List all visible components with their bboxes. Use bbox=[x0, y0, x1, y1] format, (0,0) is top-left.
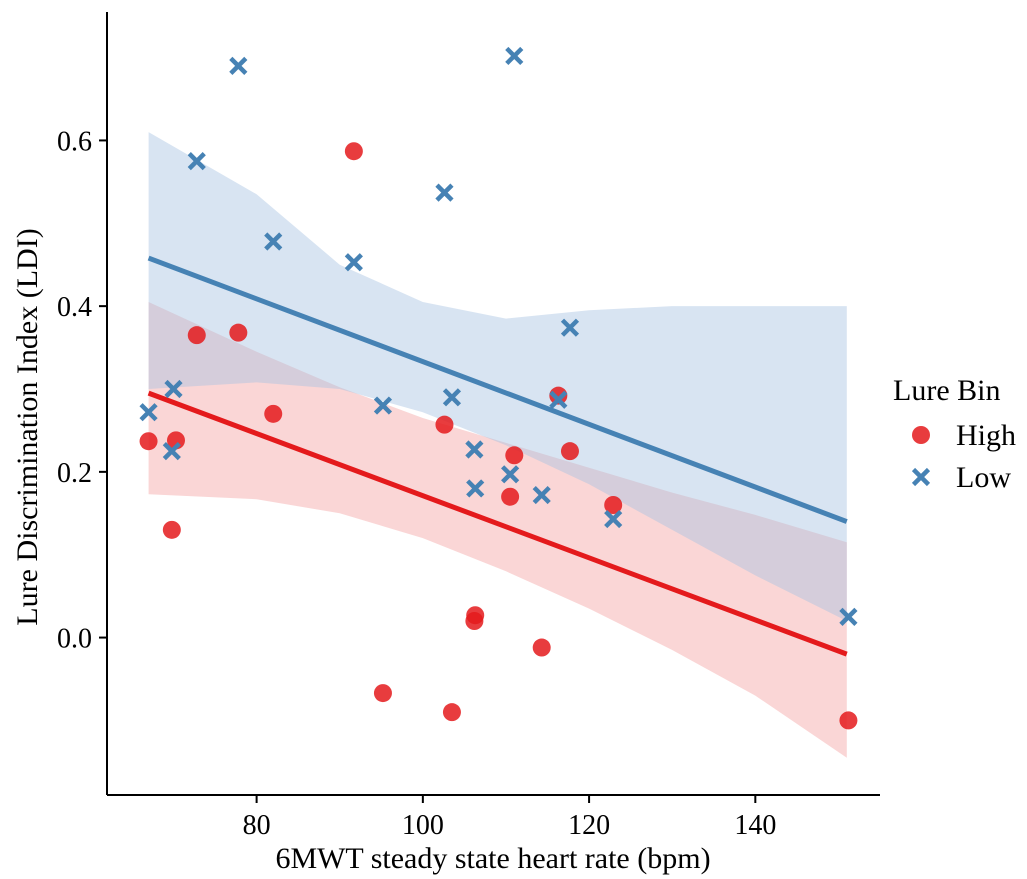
y-tick-label: 0.2 bbox=[57, 458, 92, 489]
data-point-high bbox=[435, 415, 454, 434]
legend-label-high: High bbox=[956, 419, 1016, 452]
data-point-high bbox=[501, 487, 520, 506]
data-point-high bbox=[229, 323, 248, 342]
x-tick-label: 80 bbox=[243, 810, 271, 841]
legend-marker-high bbox=[912, 426, 930, 444]
y-tick-label: 0.4 bbox=[57, 292, 92, 323]
data-point-high bbox=[162, 520, 181, 539]
data-point-high bbox=[139, 432, 158, 451]
y-tick-label: 0.6 bbox=[57, 126, 92, 157]
x-axis-ticks: 80 100 120 140 bbox=[243, 795, 776, 841]
data-point-low bbox=[164, 379, 183, 399]
legend-marker-low bbox=[911, 467, 931, 487]
data-point-high bbox=[549, 386, 568, 405]
data-point-low bbox=[442, 388, 462, 407]
data-point-low bbox=[560, 318, 580, 337]
data-point-high bbox=[839, 711, 858, 730]
y-axis-title: Lure Discrimination Index (LDI) bbox=[11, 228, 44, 625]
data-point-high bbox=[442, 703, 461, 722]
data-point-low bbox=[344, 253, 363, 272]
x-tick-label: 100 bbox=[402, 810, 444, 841]
data-point-low bbox=[435, 183, 454, 202]
confidence-bands bbox=[148, 132, 847, 758]
data-point-high bbox=[344, 142, 363, 161]
fit-line-low bbox=[147, 255, 848, 524]
data-point-high bbox=[264, 404, 283, 423]
x-axis-title: 6MWT steady state heart rate (bpm) bbox=[275, 842, 710, 875]
data-point-low bbox=[465, 440, 484, 459]
data-point-low bbox=[373, 396, 393, 415]
y-tick-label: 0.0 bbox=[57, 624, 92, 655]
data-point-high bbox=[505, 446, 524, 465]
confidence-band-low bbox=[148, 132, 847, 621]
x-tick-label: 140 bbox=[734, 810, 776, 841]
legend-title: Lure Bin bbox=[893, 374, 1000, 407]
data-point-high bbox=[560, 442, 579, 461]
data-point-low bbox=[501, 465, 520, 484]
data-point-low bbox=[229, 56, 248, 75]
data-point-low bbox=[187, 152, 206, 171]
data-points bbox=[139, 46, 858, 730]
data-point-low bbox=[549, 390, 568, 409]
confidence-band-high bbox=[148, 302, 847, 758]
data-point-high bbox=[604, 496, 623, 514]
legend: Lure Bin High Low bbox=[893, 374, 1016, 494]
data-point-high bbox=[466, 606, 485, 625]
x-tick-label: 120 bbox=[568, 810, 610, 841]
data-point-high bbox=[532, 638, 551, 657]
data-point-low bbox=[505, 46, 524, 66]
data-point-low bbox=[139, 403, 158, 422]
data-point-low bbox=[264, 232, 283, 251]
legend-label-low: Low bbox=[956, 461, 1011, 494]
data-point-low bbox=[532, 485, 551, 505]
fit-line-high bbox=[147, 390, 848, 657]
data-point-low bbox=[162, 442, 181, 461]
y-axis-ticks: 0.0 0.2 0.4 0.6 bbox=[57, 126, 107, 655]
regression-lines bbox=[147, 255, 848, 657]
data-point-low bbox=[839, 607, 858, 626]
data-point-low bbox=[466, 479, 485, 498]
data-point-high bbox=[373, 684, 392, 703]
data-point-high bbox=[187, 326, 206, 345]
data-point-low bbox=[604, 509, 623, 529]
